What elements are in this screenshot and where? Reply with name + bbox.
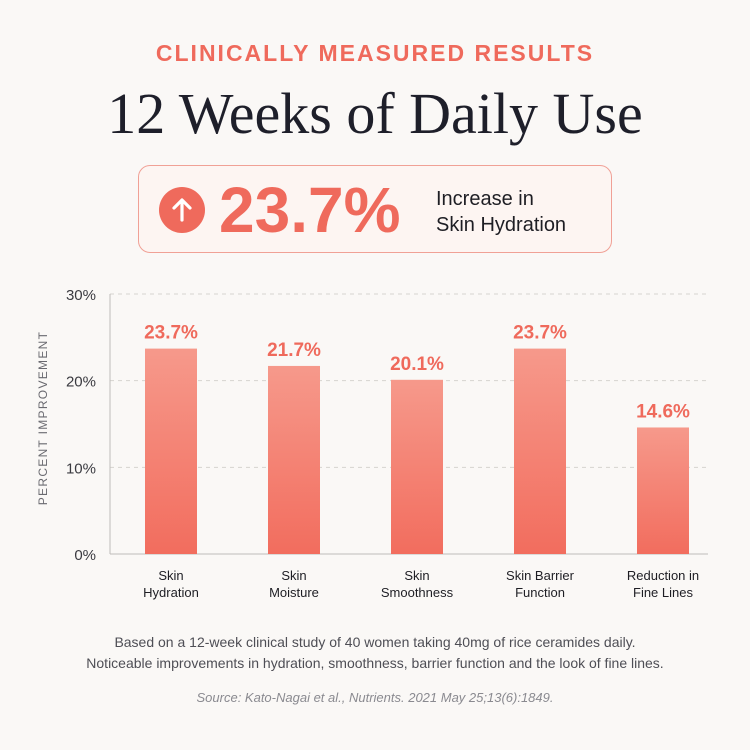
x-category-label: Reduction in	[627, 568, 699, 583]
callout-label-line-1: Increase in	[436, 188, 534, 210]
x-category-label: Hydration	[143, 585, 199, 600]
x-category-label: Moisture	[269, 585, 319, 600]
y-tick-label: 30%	[66, 287, 96, 304]
bar	[145, 348, 197, 554]
x-category-label: Fine Lines	[633, 585, 693, 600]
bar	[268, 365, 320, 554]
data-label: 20.1%	[390, 354, 444, 375]
bar	[391, 379, 443, 554]
data-label: 23.7%	[513, 323, 567, 344]
bar	[637, 427, 689, 554]
y-tick-label: 20%	[66, 374, 96, 391]
x-category-label: Function	[515, 585, 565, 600]
source-citation: Source: Kato-Nagai et al., Nutrients. 20…	[196, 690, 554, 705]
study-footnote: Based on a 12-week clinical study of 40 …	[0, 632, 750, 674]
bar-chart: 0% 10% 20% 30% 23.7% Skin Hydration 21.7% Skin Mo…	[36, 287, 708, 600]
y-tick-label: 0%	[74, 547, 96, 564]
footnote-line-2: Noticeable improvements in hydration, sm…	[86, 655, 664, 671]
x-category-label: Skin	[158, 568, 183, 583]
x-category-label: Smoothness	[381, 585, 454, 600]
arrow-up-circle-icon	[159, 187, 205, 233]
bar	[514, 348, 566, 554]
data-label: 14.6%	[636, 401, 690, 422]
y-axis-label: PERCENT IMPROVEMENT	[36, 331, 50, 506]
page-title: 12 Weeks of Daily Use	[107, 81, 643, 146]
callout-label-line-2: Skin Hydration	[436, 214, 567, 236]
footnote-line-1: Based on a 12-week clinical study of 40 …	[114, 634, 636, 650]
highlight-callout: 23.7% Increase in Skin Hydration	[138, 165, 612, 253]
x-category-label: Skin	[281, 568, 306, 583]
x-category-label: Skin Barrier	[506, 568, 575, 583]
data-label: 21.7%	[267, 340, 321, 361]
x-category-label: Skin	[404, 568, 429, 583]
callout-label: Increase in Skin Hydration	[436, 186, 606, 238]
y-tick-label: 10%	[66, 460, 96, 477]
eyebrow-title: CLINICALLY MEASURED RESULTS	[155, 40, 595, 66]
callout-value: 23.7%	[219, 174, 401, 246]
data-label: 23.7%	[144, 323, 198, 344]
